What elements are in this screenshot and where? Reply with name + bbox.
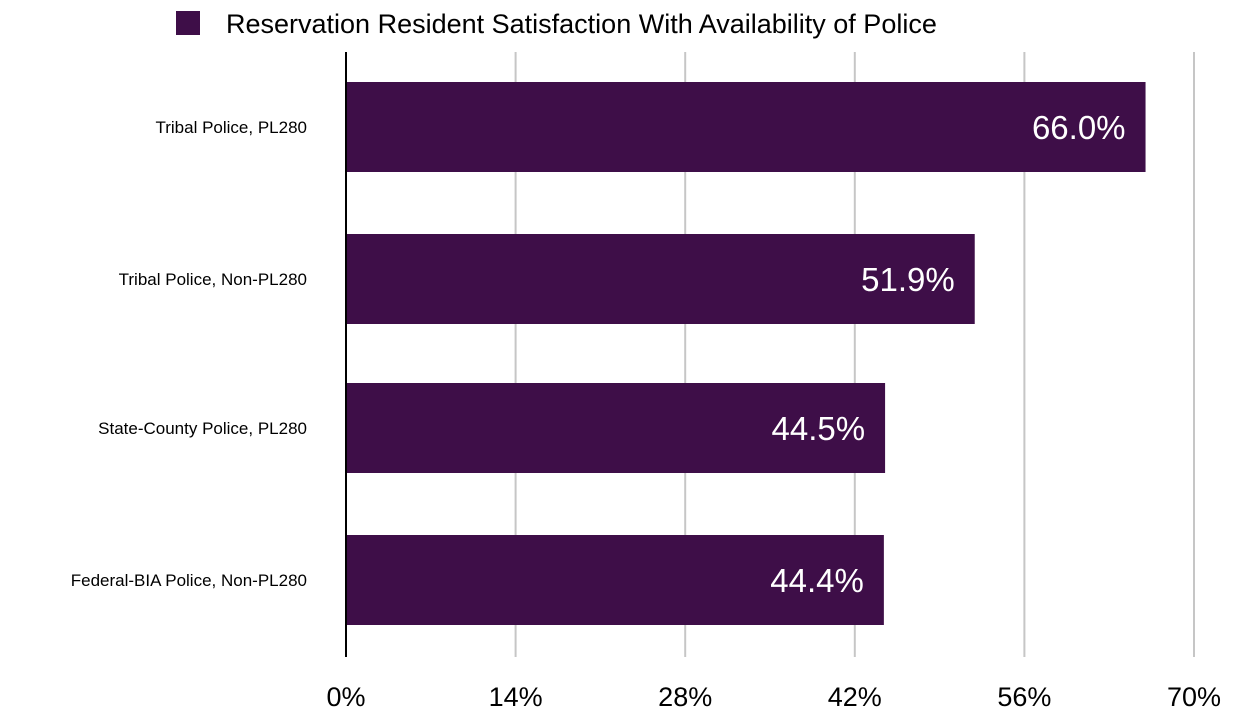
- x-tick-label: 70%: [1167, 682, 1221, 712]
- data-label: 44.4%: [770, 562, 864, 599]
- category-label: Federal-BIA Police, Non-PL280: [71, 571, 307, 590]
- bar: [346, 234, 975, 324]
- legend: Reservation Resident Satisfaction With A…: [176, 9, 937, 39]
- x-tick-label: 42%: [828, 682, 882, 712]
- x-tick-label: 56%: [997, 682, 1051, 712]
- legend-label: Reservation Resident Satisfaction With A…: [226, 9, 937, 39]
- category-label: Tribal Police, PL280: [155, 118, 307, 137]
- data-label: 51.9%: [861, 261, 955, 298]
- bar: [346, 383, 886, 473]
- data-label: 66.0%: [1032, 109, 1126, 146]
- category-labels: Tribal Police, PL280 Tribal Police, Non-P…: [71, 118, 307, 590]
- bars: [346, 82, 1146, 625]
- data-labels: 66.0% 51.9% 44.5% 44.4%: [770, 109, 1125, 599]
- x-tick-labels: 0% 14% 28% 42% 56% 70%: [326, 682, 1221, 712]
- category-label: State-County Police, PL280: [98, 419, 307, 438]
- x-tick-label: 14%: [489, 682, 543, 712]
- x-tick-label: 0%: [326, 682, 365, 712]
- category-label: Tribal Police, Non-PL280: [119, 270, 307, 289]
- legend-swatch: [176, 11, 200, 35]
- x-tick-label: 28%: [658, 682, 712, 712]
- bar: [346, 82, 1146, 172]
- bar: [346, 535, 884, 625]
- data-label: 44.5%: [772, 410, 866, 447]
